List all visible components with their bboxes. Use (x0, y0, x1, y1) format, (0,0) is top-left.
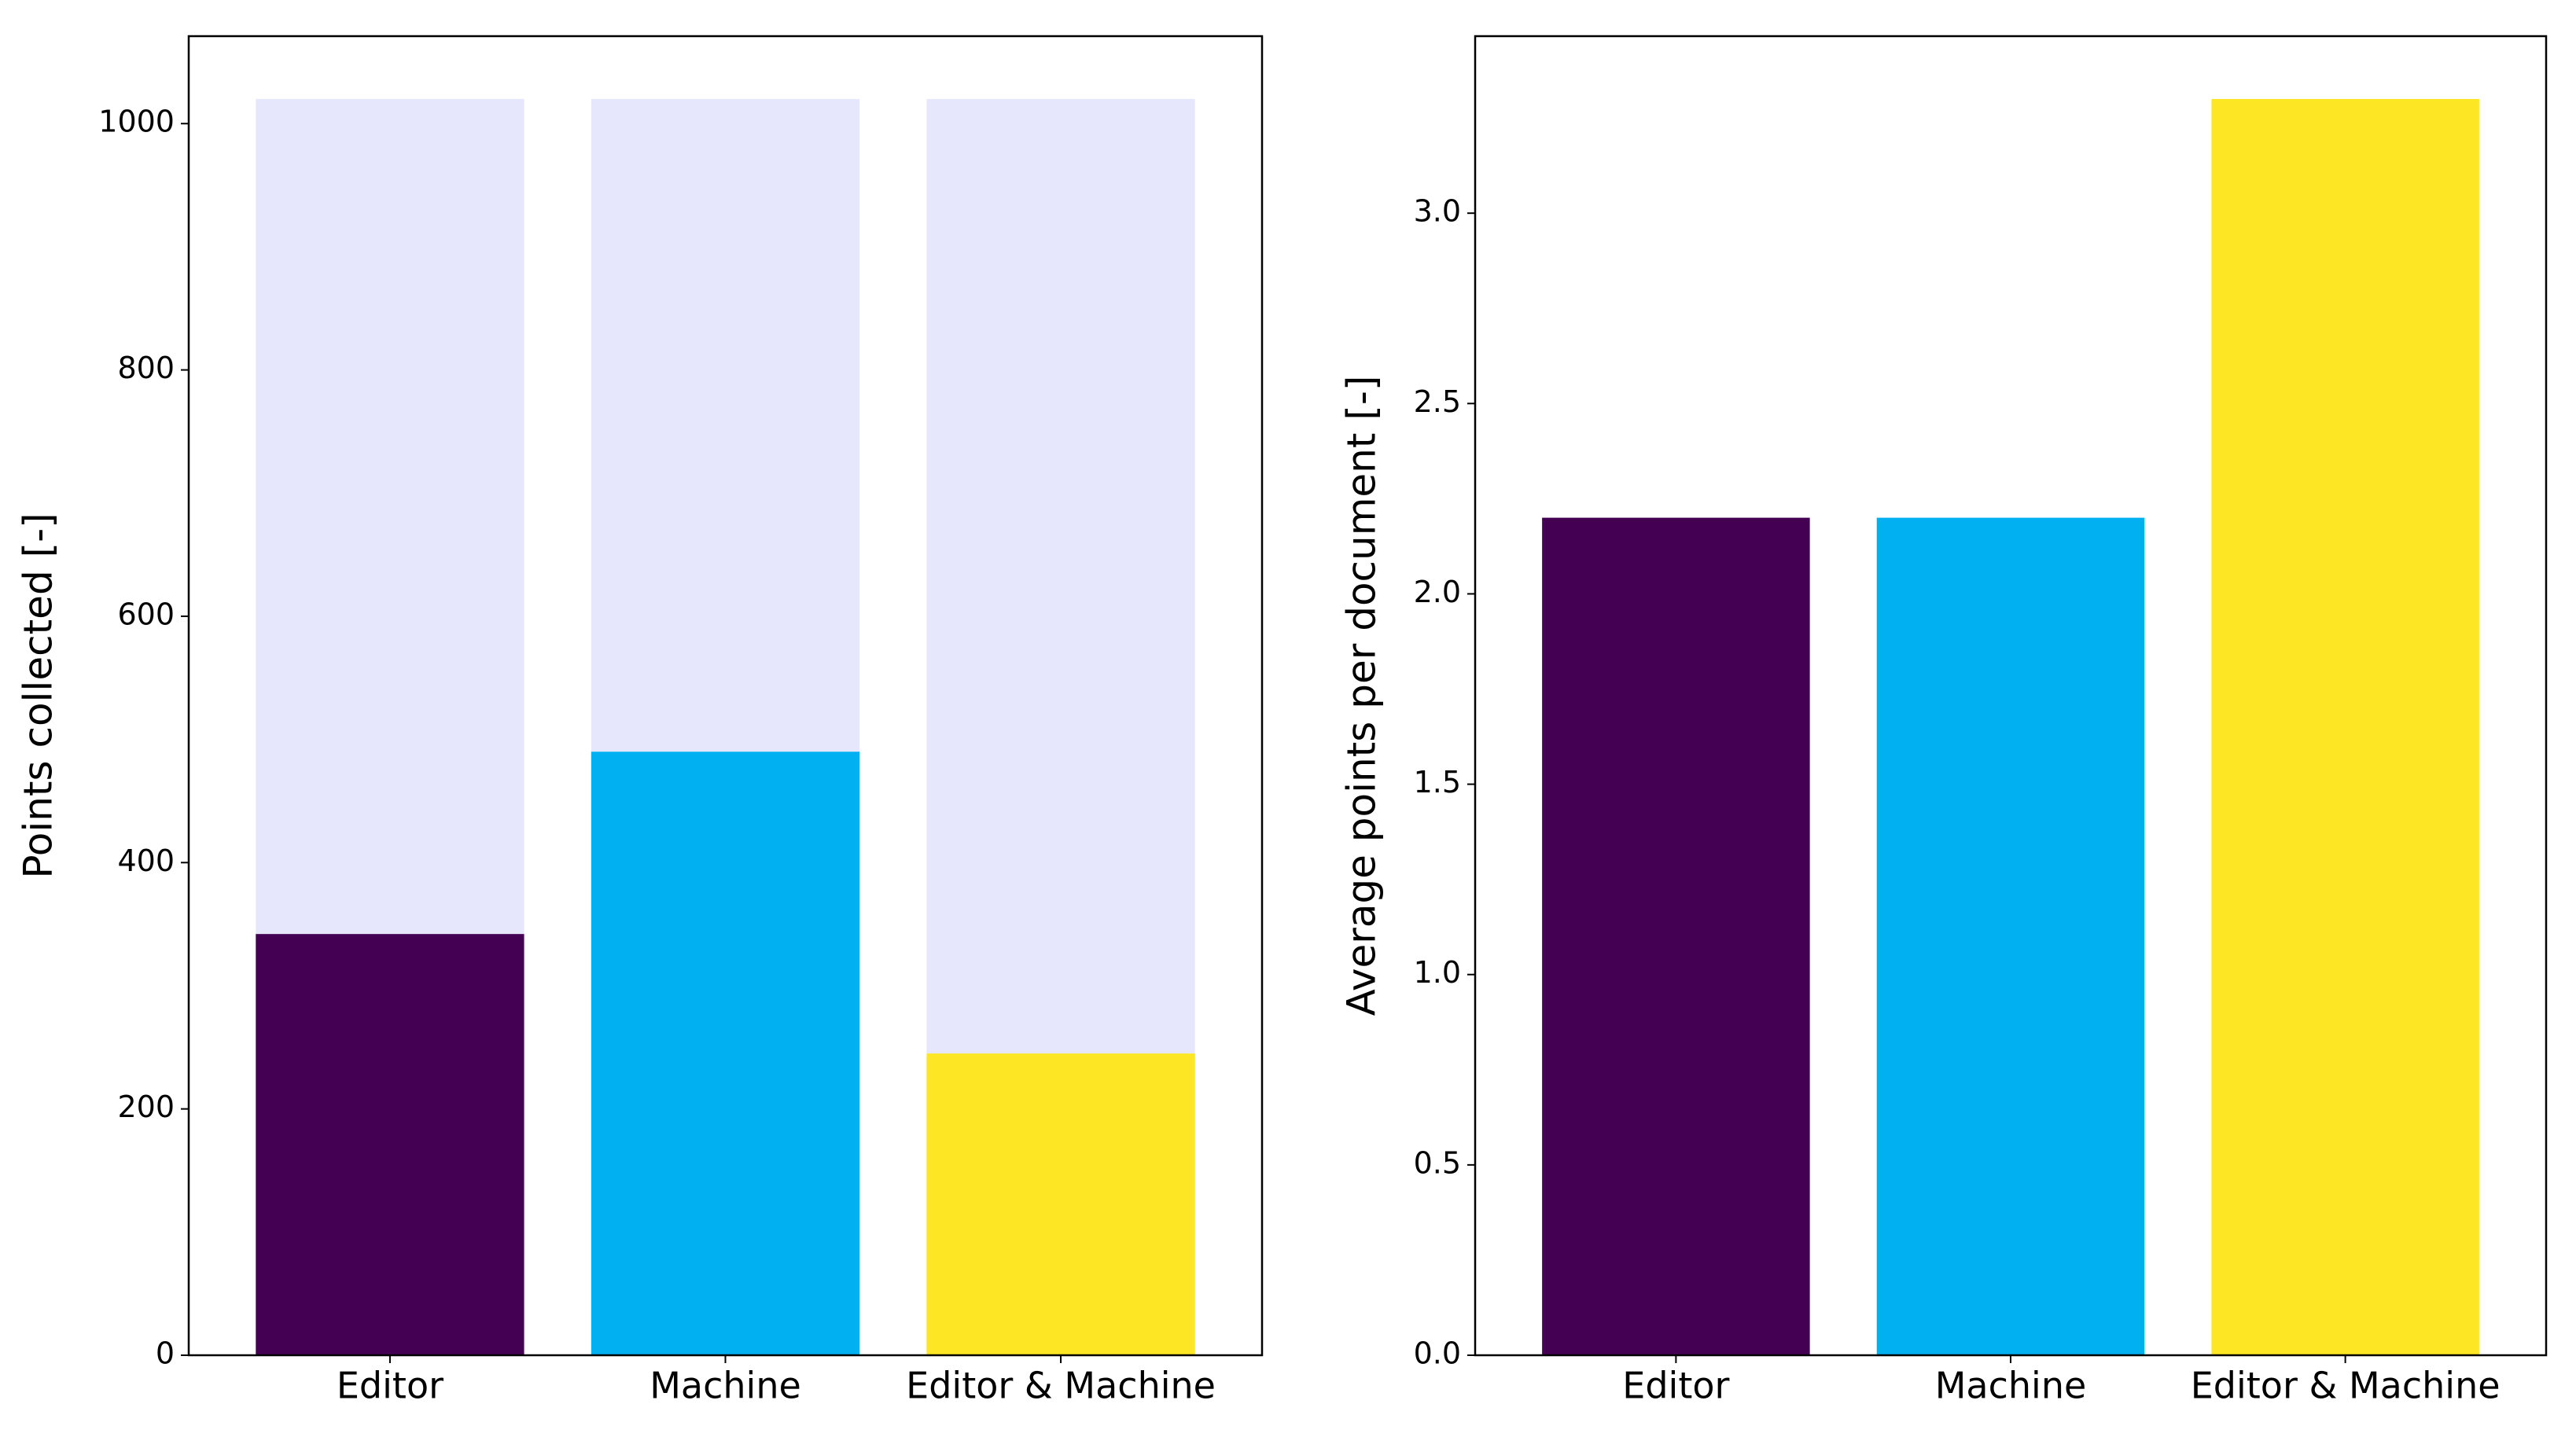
y-axis-label: Average points per document [-] (1339, 376, 1385, 1016)
bar (256, 934, 524, 1355)
y-tick-label: 2.5 (1414, 384, 1461, 419)
y-tick-label: 2.0 (1414, 575, 1461, 609)
y-tick-label: 1.0 (1414, 955, 1461, 990)
bar (1542, 517, 1810, 1355)
axes-frame (187, 35, 1264, 1357)
x-tick-label: Machine (650, 1364, 801, 1406)
y-axis-label: Points collected [-] (16, 513, 61, 878)
y-tick-label: 0.5 (1414, 1145, 1461, 1180)
bar (1876, 517, 2145, 1355)
axes-frame (1474, 35, 2548, 1357)
x-tick-label: Editor (337, 1364, 443, 1406)
x-tick-label: Editor (1622, 1364, 1729, 1406)
bar (591, 752, 860, 1355)
y-tick-label: 600 (117, 597, 175, 631)
bar (926, 1053, 1195, 1355)
y-tick-label: 0.0 (1414, 1336, 1461, 1371)
x-tick-label: Editor & Machine (906, 1364, 1216, 1406)
y-tick-label: 200 (117, 1090, 175, 1124)
y-tick-label: 1000 (98, 105, 175, 139)
x-tick-label: Machine (1935, 1364, 2087, 1406)
y-tick-label: 1.5 (1414, 765, 1461, 799)
y-tick-label: 400 (117, 843, 175, 878)
chart: 0.0 0.5 1.0 1.5 2.0 2.5 3.0 Editor Machine Editor… (1339, 35, 2548, 1406)
y-tick-label: 0 (156, 1336, 175, 1371)
y-tick-label: 800 (117, 351, 175, 385)
y-tick-label: 3.0 (1414, 194, 1461, 229)
chart: 0 200 400 600 800 1000 Editor Machine Editor & M… (16, 35, 1264, 1406)
x-tick-label: Editor & Machine (2191, 1364, 2501, 1406)
bar (2211, 98, 2479, 1355)
